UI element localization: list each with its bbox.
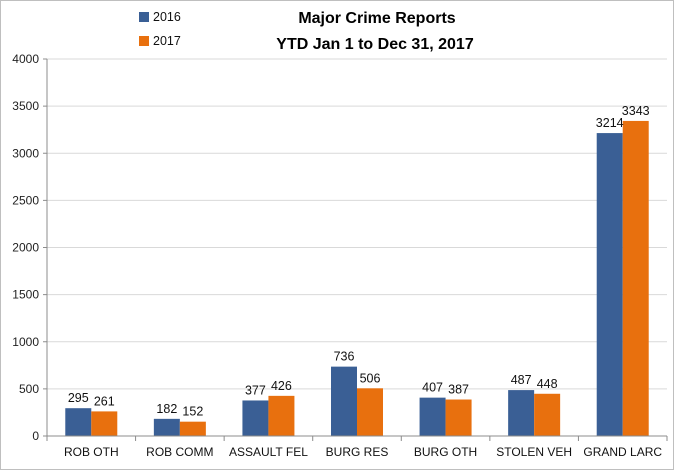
- x-category-label: ASSAULT FEL: [229, 445, 308, 459]
- data-labels: 295 261 182 152 377 426 736 506 407 387 487 448 3214…: [68, 104, 650, 419]
- legend-swatch-2016: [139, 12, 149, 22]
- data-label-2016: 3214: [596, 116, 624, 130]
- x-category-label: STOLEN VEH: [496, 445, 572, 459]
- bar-2017-stolen-veh: [534, 393, 561, 436]
- y-tick-label: 1500: [12, 288, 39, 302]
- x-category-label: ROB COMM: [146, 445, 213, 459]
- data-label-2017: 3343: [622, 104, 650, 118]
- data-label-2016: 487: [511, 373, 532, 387]
- y-tick-label: 3000: [12, 146, 39, 160]
- y-tick-label: 2000: [12, 241, 39, 255]
- bar-2016-stolen-veh: [508, 390, 535, 436]
- y-tick-label: 1000: [12, 335, 39, 349]
- data-label-2016: 407: [422, 381, 443, 395]
- bar-2017-burg-oth: [445, 399, 472, 436]
- x-category-label: BURG OTH: [414, 445, 477, 459]
- data-label-2016: 182: [156, 402, 177, 416]
- legend-swatch-2017: [139, 36, 149, 46]
- data-label-2016: 295: [68, 391, 89, 405]
- bar-2017-grand-larc: [622, 120, 649, 437]
- data-label-2017: 261: [94, 394, 115, 408]
- data-label-2017: 152: [182, 405, 203, 419]
- y-tick-label: 2500: [12, 193, 39, 207]
- legend: 2016 2017: [139, 10, 181, 48]
- bar-2017-assault-fel: [268, 395, 295, 436]
- bar-2017-burg-res: [357, 388, 383, 436]
- legend-label-2016: 2016: [153, 10, 181, 24]
- data-label-2017: 426: [271, 379, 292, 393]
- bar-2016-grand-larc: [596, 133, 623, 436]
- bar-2017-rob-comm: [179, 421, 206, 436]
- y-tick-label: 500: [19, 382, 39, 396]
- data-label-2017: 506: [360, 371, 381, 385]
- bar-2016-rob-comm: [153, 418, 180, 436]
- bar-2016-burg-res: [331, 366, 357, 436]
- data-label-2016: 736: [334, 350, 355, 364]
- chart-title: Major Crime Reports: [298, 10, 455, 27]
- data-label-2016: 377: [245, 383, 266, 397]
- chart-subtitle: YTD Jan 1 to Dec 31, 2017: [276, 36, 474, 53]
- y-tick-label: 0: [32, 429, 39, 443]
- bar-2016-rob-oth: [65, 408, 92, 436]
- x-category-label: GRAND LARC: [583, 445, 662, 459]
- legend-label-2017: 2017: [153, 34, 181, 48]
- x-axis-categories: ROB OTH ROB COMM ASSAULT FEL BURG RES BURG O…: [46, 436, 668, 459]
- x-category-label: ROB OTH: [64, 445, 119, 459]
- bar-2017-rob-oth: [91, 411, 118, 436]
- bar-2016-burg-oth: [419, 397, 446, 436]
- x-category-label: BURG RES: [326, 445, 389, 459]
- y-tick-label: 4000: [12, 52, 39, 66]
- y-axis-ticks: 0 500 1000 1500 2000 2500 3000 3500 4000: [12, 52, 47, 443]
- gridlines: [47, 58, 667, 390]
- y-tick-label: 3500: [12, 99, 39, 113]
- data-label-2017: 387: [448, 383, 469, 397]
- bar-2016-assault-fel: [242, 400, 269, 436]
- bars: [65, 120, 649, 437]
- data-label-2017: 448: [537, 377, 558, 391]
